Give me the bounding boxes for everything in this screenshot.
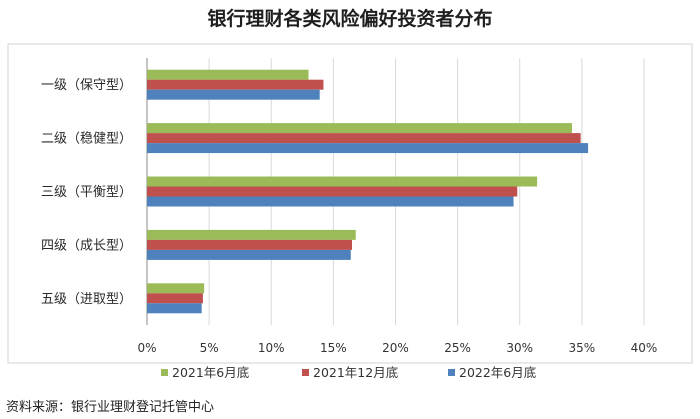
bar xyxy=(147,196,514,207)
bar xyxy=(147,186,518,197)
bars-group xyxy=(147,69,589,314)
bar xyxy=(147,249,351,260)
bar xyxy=(147,79,324,90)
bar xyxy=(147,229,356,240)
legend-swatch xyxy=(302,369,309,376)
x-tick-label: 30% xyxy=(506,341,533,355)
legend-label: 2021年6月底 xyxy=(172,365,249,380)
bar xyxy=(147,283,205,294)
bar xyxy=(147,176,538,187)
category-label: 一级（保守型） xyxy=(41,78,132,93)
x-tick-label: 35% xyxy=(569,341,596,355)
legend-label: 2022年6月底 xyxy=(459,365,536,380)
category-label: 三级（平衡型） xyxy=(41,185,132,200)
x-tick-label: 25% xyxy=(444,341,471,355)
x-tick-label: 10% xyxy=(258,341,285,355)
legend-swatch xyxy=(161,369,168,376)
chart-frame xyxy=(7,43,693,364)
legend-swatch xyxy=(448,369,455,376)
bar xyxy=(147,123,572,134)
category-label: 四级（成长型） xyxy=(41,238,132,253)
bar xyxy=(147,133,581,144)
x-tick-label: 20% xyxy=(382,341,409,355)
gridlines xyxy=(146,58,645,325)
bar xyxy=(147,69,309,80)
legend-label: 2021年12月底 xyxy=(313,365,398,380)
bar xyxy=(147,89,320,100)
chart-title: 银行理财各类风险偏好投资者分布 xyxy=(207,7,492,30)
x-tick-label: 40% xyxy=(631,341,658,355)
x-tick-labels: 0% 5% 10% 15% 20% 25% 30% 35% 40% xyxy=(137,341,657,355)
x-tick-label: 0% xyxy=(137,341,156,355)
bar xyxy=(147,293,203,304)
category-labels: 一级（保守型） 二级（稳健型） 三级（平衡型） 四级（成长型） 五级（进取型） xyxy=(41,78,132,307)
x-tick-label: 15% xyxy=(320,341,347,355)
legend: 2021年6月底 2021年12月底 2022年6月底 xyxy=(161,365,536,380)
source-note: 资料来源：银行业理财登记托管中心 xyxy=(6,400,214,415)
x-tick-label: 5% xyxy=(200,341,219,355)
bar xyxy=(147,239,353,250)
bar xyxy=(147,303,202,314)
category-label: 二级（稳健型） xyxy=(41,131,132,147)
category-label: 五级（进取型） xyxy=(41,292,132,307)
bar xyxy=(147,143,589,154)
